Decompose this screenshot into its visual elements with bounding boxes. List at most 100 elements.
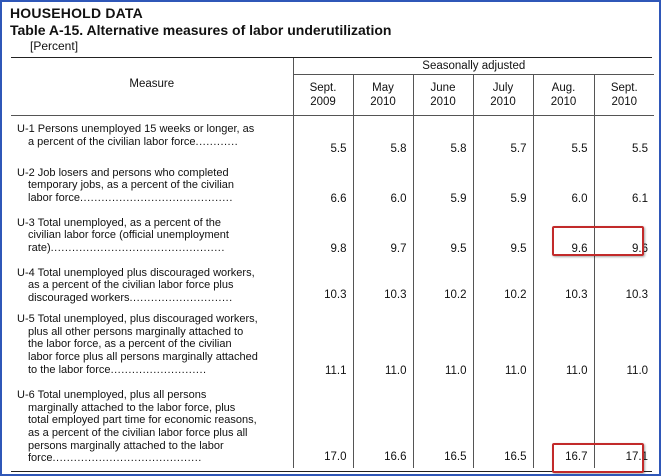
measure-line: U-1 Persons unemployed 15 weeks or longe… (17, 123, 289, 136)
value-cell: 10.3 (532, 259, 594, 307)
column-header-3: July 2010 (472, 74, 533, 116)
column-header-row: Sept. 2009 May 2010 June 2010 July 2010 Aug. 2010… (11, 74, 655, 116)
measure-text: discouraged workers (28, 291, 130, 304)
column-header-5: Sept. 2010 (593, 74, 655, 116)
measure-description: U-3 Total unemployed, as a percent of th… (11, 210, 293, 260)
value-cell: 5.8 (412, 115, 473, 160)
column-month: Sept. (610, 82, 638, 94)
value-cell: 11.0 (532, 306, 594, 383)
value-cell: 10.2 (472, 259, 533, 307)
value-cell: 6.1 (593, 159, 655, 210)
table-row: U-2 Job losers and persons who completed… (11, 159, 655, 210)
column-header-0: Sept. 2009 (292, 74, 353, 116)
measure-text: force (28, 452, 53, 465)
value-cell: 9.5 (412, 209, 473, 260)
value-cell: 5.9 (412, 159, 473, 210)
highlight-u3-aug-sept (552, 226, 644, 256)
measure-line: to the labor force......................… (17, 364, 289, 377)
measure-line: labor force.............................… (17, 192, 289, 205)
measure-text: to the labor force (28, 363, 111, 376)
labor-underutilization-table: Measure Seasonally adjusted Sept. 2009 May… (11, 58, 655, 469)
measure-header: Measure (11, 58, 293, 116)
value-cell: 17.0 (292, 382, 353, 469)
column-header-4: Aug. 2010 (532, 74, 594, 116)
table-title: Table A-15. Alternative measures of labo… (10, 22, 392, 38)
column-month: Sept. (309, 82, 337, 94)
measure-line: U-2 Job losers and persons who completed (17, 167, 289, 180)
value-cell: 5.9 (472, 159, 533, 210)
measure-text: the labor force, as a percent of the civ… (28, 338, 232, 351)
value-cell: 16.7 (532, 382, 594, 469)
measure-line: temporary jobs, as a percent of the civi… (17, 179, 289, 192)
measure-text: persons marginally attached to the labor (28, 439, 224, 452)
value-cell: 10.2 (412, 259, 473, 307)
value-cell: 9.7 (352, 209, 413, 260)
measure-line: the labor force, as a percent of the civ… (17, 338, 289, 351)
measure-line: total employed part time for economic re… (17, 414, 289, 427)
measure-text: U-2 Job losers and persons who completed (17, 166, 229, 179)
measure-line: as a percent of the civilian labor force… (17, 279, 289, 292)
measure-text: as a percent of the civilian labor force… (28, 427, 248, 440)
measure-line: as a percent of the civilian labor force… (17, 427, 289, 440)
value-cell: 5.7 (472, 115, 533, 160)
measure-line: U-6 Total unemployed, plus all persons (17, 389, 289, 402)
value-cell: 10.3 (352, 259, 413, 307)
measure-line: marginally attached to the labor force, … (17, 402, 289, 415)
value-cell: 5.5 (532, 115, 594, 160)
value-cell: 5.8 (352, 115, 413, 160)
highlight-u6-aug-sept (552, 443, 644, 473)
column-header-2: June 2010 (412, 74, 473, 116)
table-row: U-6 Total unemployed, plus all persons ma… (11, 382, 655, 469)
measure-text: temporary jobs, as a percent of the civi… (28, 179, 235, 192)
value-cell: 9.6 (532, 209, 594, 260)
seasonally-adjusted-header: Seasonally adjusted (292, 58, 655, 75)
leader-dots: ............................. (129, 291, 233, 304)
leader-dots: ........................................… (50, 241, 225, 254)
measure-text: U-1 Persons unemployed 15 weeks or longe… (17, 123, 255, 135)
value-cell: 5.5 (292, 115, 353, 160)
table-row: U-1 Persons unemployed 15 weeks or longe… (11, 115, 655, 160)
value-cell: 6.6 (292, 159, 353, 210)
measure-line: U-5 Total unemployed, plus discouraged w… (17, 313, 289, 326)
column-month: Aug. (551, 82, 576, 94)
column-year: 2010 (550, 96, 577, 108)
measure-line: civilian labor force (official unemploym… (17, 229, 289, 242)
value-cell: 16.5 (412, 382, 473, 469)
measure-description: U-1 Persons unemployed 15 weeks or longe… (11, 116, 293, 160)
leader-dots: ........................... (110, 363, 207, 376)
value-cell: 10.3 (292, 259, 353, 307)
table-row: U-4 Total unemployed plus discouraged wo… (11, 259, 655, 307)
column-year: 2010 (370, 96, 396, 108)
column-year: 2010 (611, 96, 638, 108)
section-title: HOUSEHOLD DATA (10, 5, 143, 21)
measure-description: U-6 Total unemployed, plus all persons ma… (11, 382, 293, 468)
top-rule (11, 57, 652, 58)
measure-line: U-4 Total unemployed plus discouraged wo… (17, 267, 289, 280)
value-cell: 9.8 (292, 209, 353, 260)
measure-text: civilian labor force (official unemploym… (28, 229, 229, 242)
measure-description: U-2 Job losers and persons who completed… (11, 160, 293, 210)
column-year: 2009 (310, 96, 336, 108)
value-cell: 11.0 (412, 306, 473, 383)
measure-line: persons marginally attached to the labor (17, 440, 289, 453)
measure-text: U-3 Total unemployed, as a percent of th… (17, 216, 222, 229)
table-row: U-5 Total unemployed, plus discouraged w… (11, 306, 655, 383)
measure-description: U-4 Total unemployed plus discouraged wo… (11, 260, 293, 307)
measure-line: discouraged workers.....................… (17, 292, 289, 305)
measure-text: U-4 Total unemployed plus discouraged wo… (17, 266, 255, 279)
value-cell: 10.3 (593, 259, 655, 307)
measure-line: labor force plus all persons marginally … (17, 351, 289, 364)
value-cell: 11.0 (472, 306, 533, 383)
column-month: May (372, 82, 394, 94)
value-cell: 9.5 (472, 209, 533, 260)
measure-text: as a percent of the civilian labor force… (28, 279, 234, 292)
value-cell: 5.5 (593, 115, 655, 160)
measure-text: labor force (28, 191, 80, 204)
leader-dots: ............ (195, 135, 239, 148)
measure-text: total employed part time for economic re… (28, 414, 257, 427)
value-cell: 11.1 (292, 306, 353, 383)
value-cell: 16.5 (472, 382, 533, 469)
measure-text: rate) (28, 241, 51, 254)
bottom-rule (11, 471, 652, 472)
measure-line: plus all other persons marginally attach… (17, 326, 289, 339)
